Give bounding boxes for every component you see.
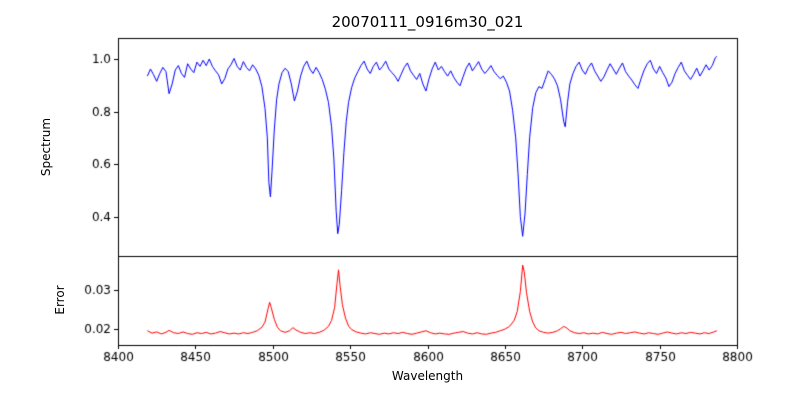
x-axis-label: Wavelength [391,369,464,383]
y-axis-label-spectrum: Spectrum [39,117,53,177]
y-axis-label-error: Error [53,285,67,315]
chart-title: 20070111_0916m30_021 [331,13,524,31]
